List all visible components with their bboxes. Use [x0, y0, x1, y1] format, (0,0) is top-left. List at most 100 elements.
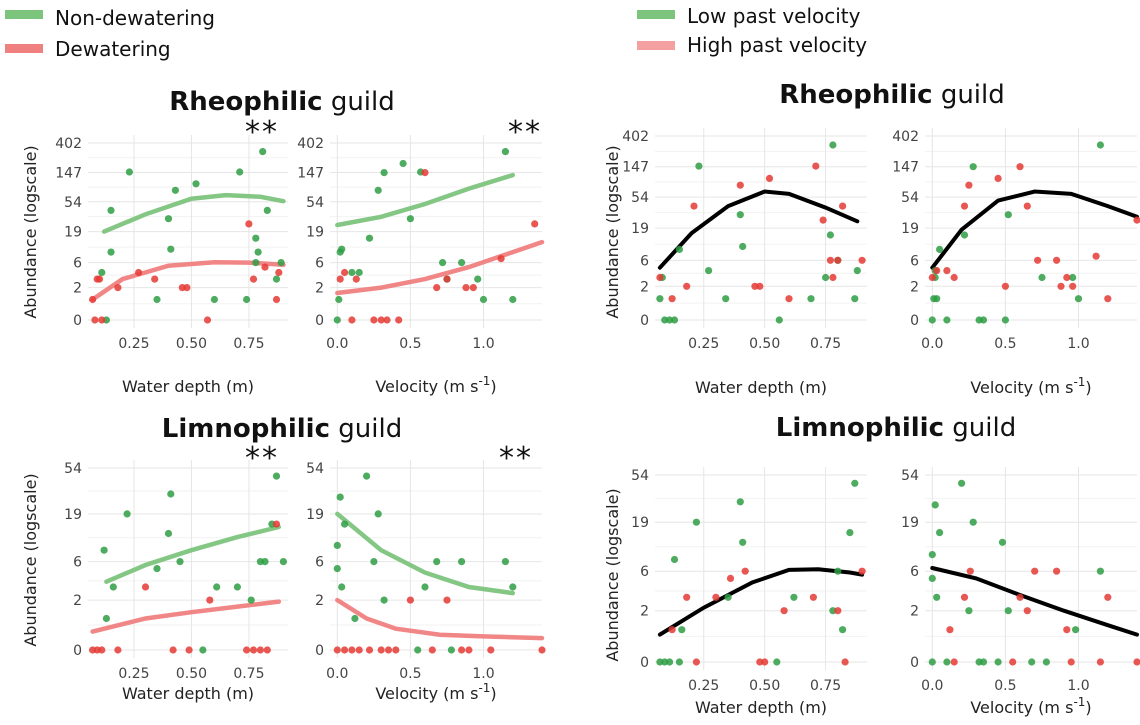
data-point-green [943, 316, 951, 324]
data-point-green [153, 295, 161, 304]
data-point-green [807, 295, 815, 303]
ylabel-limnophilic-left: Abundance (logscale) [21, 473, 40, 646]
data-point-green [351, 614, 359, 623]
data-point-green [100, 546, 108, 554]
data-point-green [705, 267, 713, 275]
data-point-red [809, 593, 818, 601]
data-point-red [395, 316, 403, 324]
data-point-green [109, 583, 117, 591]
x-tick-label: 0.0 [326, 336, 348, 352]
legend-swatch-dewatering [5, 44, 43, 53]
y-tick-label: 0 [73, 313, 82, 329]
x-tick-label: 0.75 [810, 678, 841, 694]
data-point-red [98, 316, 106, 324]
xlabel-velocity-main: Velocity (m s [375, 377, 478, 396]
data-point-red [272, 520, 281, 528]
data-point-red [365, 646, 374, 654]
data-point-green [1072, 626, 1080, 634]
y-tick-label: 2 [910, 279, 919, 295]
data-point-green [458, 558, 466, 566]
data-point-green [509, 295, 517, 304]
data-point-red [683, 282, 691, 290]
data-point-green [1096, 567, 1104, 575]
data-point-red [1063, 626, 1071, 634]
data-point-green [928, 574, 936, 583]
data-point-red [531, 220, 539, 228]
data-point-green [775, 316, 783, 324]
data-point-green [1069, 273, 1077, 282]
data-point-red [1104, 593, 1112, 601]
data-point-red [1001, 282, 1010, 290]
data-point-red [826, 256, 835, 264]
data-point-green [979, 316, 988, 324]
data-point-green [479, 295, 488, 304]
data-point-red [203, 316, 212, 324]
data-point-green [943, 658, 951, 666]
data-point-red [333, 646, 341, 654]
data-point-green [960, 231, 969, 239]
fit-line-black [930, 189, 1139, 270]
data-point-green [236, 168, 244, 176]
fit-line-black [657, 189, 860, 270]
data-point-green [933, 593, 941, 601]
data-point-red [819, 216, 827, 224]
y-tick-label: 402 [892, 129, 919, 145]
legend-label-dewatering: Dewatering [55, 37, 171, 61]
data-point-green [374, 510, 382, 518]
y-tick-label: 6 [910, 253, 919, 269]
data-point-red [428, 646, 436, 654]
data-point-green [272, 472, 281, 480]
data-point-red [245, 220, 253, 228]
fit-line-green [335, 172, 516, 228]
x-tick-label: 1.0 [472, 666, 494, 682]
data-point-green [1028, 658, 1036, 666]
data-point-red [370, 316, 378, 324]
data-point-green [164, 215, 173, 223]
x-tick-label: 0.25 [118, 336, 149, 352]
x-tick-label: 0.5 [994, 678, 1016, 694]
xlabel-velocity-superscript: -1 [478, 374, 490, 388]
title-rest: guild [331, 87, 395, 117]
data-point-red [1009, 658, 1017, 666]
data-point-red [263, 646, 271, 654]
x-tick-label: 1.0 [1067, 336, 1089, 352]
y-tick-label: 19 [64, 507, 82, 523]
x-tick-label: 0.25 [688, 678, 719, 694]
data-point-green [928, 551, 936, 559]
y-tick-label: 2 [73, 593, 82, 609]
data-point-green [243, 295, 251, 304]
data-point-green [98, 268, 106, 277]
data-point-red [458, 646, 466, 654]
data-point-green [335, 295, 343, 304]
y-tick-label: 19 [64, 225, 82, 241]
xlabel-velocity-superscript: -1 [1073, 695, 1085, 709]
data-point-green [247, 596, 255, 604]
data-point-green [692, 518, 701, 526]
data-point-green [670, 555, 679, 564]
x-tick-label: 0.0 [326, 666, 348, 682]
data-point-red [1016, 163, 1024, 171]
data-point-red [780, 607, 788, 615]
data-point-green [853, 267, 861, 275]
y-tick-label: 2 [315, 593, 324, 609]
xlabel-water-depth: Water depth (m) [695, 698, 827, 717]
y-tick-label: 6 [73, 555, 82, 571]
data-point-green [1096, 141, 1104, 149]
data-point-red [761, 658, 769, 666]
data-point-green [279, 558, 287, 566]
data-point-red [965, 181, 973, 189]
y-tick-label: 2 [910, 604, 919, 620]
data-point-red [1053, 256, 1061, 264]
data-point-green [259, 148, 267, 156]
chart-panel-5: 0 2 6 19 54 147 402 0.25 0.50 0.75 Water depth (m) [622, 128, 867, 397]
y-tick-label: 19 [306, 507, 324, 523]
data-point-red [114, 284, 122, 292]
data-point-red [98, 646, 106, 654]
xlabel-velocity-close: ) [1085, 378, 1091, 397]
y-tick-label: 0 [315, 643, 324, 659]
fit-line-black [930, 566, 1139, 637]
data-point-green [176, 558, 184, 566]
y-tick-label: 147 [892, 160, 919, 176]
data-point-red [1034, 256, 1042, 264]
